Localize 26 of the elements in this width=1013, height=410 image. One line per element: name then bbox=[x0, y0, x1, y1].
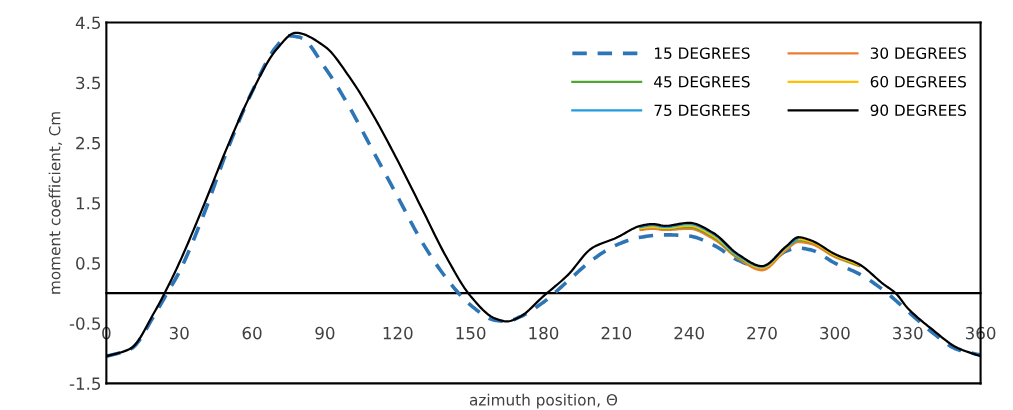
y-tick-label: 1.5 bbox=[76, 197, 101, 210]
y-tick-label: -0.5 bbox=[69, 317, 101, 330]
x-tick-label: 120 bbox=[383, 326, 413, 340]
x-axis-title: azimuth position, Θ bbox=[469, 393, 618, 409]
y-axis-title: moment coefficient, Cm bbox=[48, 112, 63, 294]
x-tick-label: 30 bbox=[169, 326, 189, 340]
x-tick-label: 60 bbox=[242, 326, 262, 340]
x-tick-label: 300 bbox=[820, 326, 850, 340]
y-tick-label: 4.5 bbox=[75, 16, 101, 30]
x-tick-label: 330 bbox=[893, 326, 923, 340]
legend-label: 90 DEGREES bbox=[870, 104, 966, 117]
y-tick-label: 3.5 bbox=[76, 76, 101, 90]
x-tick-label: 150 bbox=[456, 326, 486, 340]
legend-label: 15 DEGREES bbox=[655, 47, 750, 59]
legend-label: 30 DEGREES bbox=[870, 47, 966, 59]
x-tick-label: 240 bbox=[674, 326, 704, 340]
y-tick-label: -1.5 bbox=[69, 377, 101, 390]
y-tick-label: 2.5 bbox=[76, 136, 101, 150]
x-tick-label: 210 bbox=[601, 326, 632, 340]
y-tick-label: 0.5 bbox=[76, 257, 101, 270]
x-tick-label: 270 bbox=[747, 326, 777, 340]
x-tick-label: 180 bbox=[529, 326, 559, 340]
legend-label: 60 DEGREES bbox=[870, 75, 966, 88]
legend-label: 75 DEGREES bbox=[654, 104, 750, 117]
legend-label: 45 DEGREES bbox=[654, 75, 750, 88]
x-tick-label: 90 bbox=[315, 326, 335, 340]
